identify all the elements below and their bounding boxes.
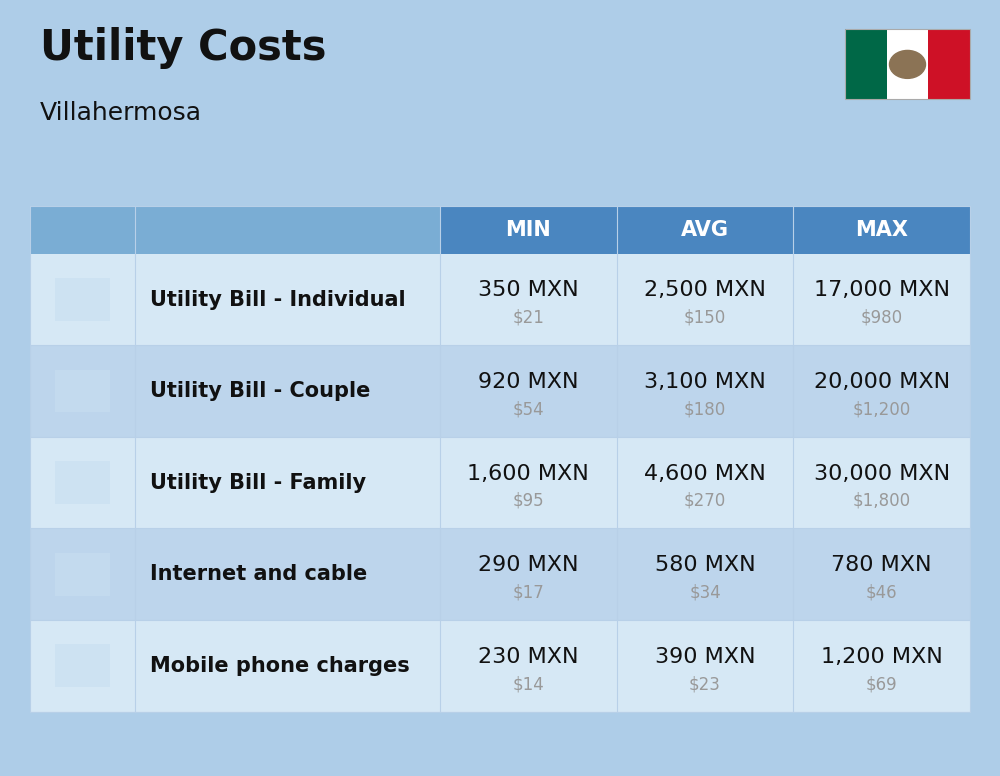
Text: $180: $180 bbox=[684, 400, 726, 418]
Bar bbox=[30, 620, 135, 712]
Text: 17,000 MXN: 17,000 MXN bbox=[814, 280, 950, 300]
Bar bbox=[63, 648, 101, 684]
Text: Utility Bill - Couple: Utility Bill - Couple bbox=[150, 381, 370, 401]
Text: $1,800: $1,800 bbox=[853, 492, 911, 510]
Bar bbox=[55, 369, 110, 413]
Bar bbox=[55, 644, 110, 688]
Bar bbox=[30, 254, 135, 345]
Text: Internet and cable: Internet and cable bbox=[150, 564, 367, 584]
Bar bbox=[135, 620, 440, 712]
Text: 3,100 MXN: 3,100 MXN bbox=[644, 372, 766, 392]
Text: $14: $14 bbox=[512, 675, 544, 693]
Text: Utility Bill - Individual: Utility Bill - Individual bbox=[150, 289, 406, 310]
Bar bbox=[135, 528, 440, 620]
Bar bbox=[845, 29, 970, 99]
Text: $23: $23 bbox=[689, 675, 721, 693]
Bar bbox=[63, 465, 101, 501]
Bar bbox=[617, 620, 793, 712]
Bar bbox=[30, 437, 135, 528]
Text: $1,200: $1,200 bbox=[853, 400, 911, 418]
Text: 390 MXN: 390 MXN bbox=[655, 646, 755, 667]
Text: 780 MXN: 780 MXN bbox=[831, 555, 932, 575]
Bar bbox=[30, 528, 135, 620]
Bar bbox=[135, 437, 440, 528]
Text: $270: $270 bbox=[684, 492, 726, 510]
Text: $17: $17 bbox=[512, 584, 544, 601]
Bar bbox=[55, 278, 110, 320]
Text: 290 MXN: 290 MXN bbox=[478, 555, 579, 575]
Bar bbox=[440, 254, 617, 345]
Bar bbox=[793, 528, 970, 620]
Text: $46: $46 bbox=[866, 584, 897, 601]
Text: 2,500 MXN: 2,500 MXN bbox=[644, 280, 766, 300]
Bar bbox=[440, 345, 617, 437]
Text: $150: $150 bbox=[684, 309, 726, 327]
Bar bbox=[440, 528, 617, 620]
Bar bbox=[440, 206, 617, 254]
Circle shape bbox=[890, 50, 926, 78]
Bar bbox=[617, 528, 793, 620]
Bar bbox=[793, 206, 970, 254]
Bar bbox=[30, 345, 135, 437]
Bar bbox=[30, 206, 135, 254]
Text: $980: $980 bbox=[861, 309, 903, 327]
Bar bbox=[63, 282, 101, 317]
Text: MIN: MIN bbox=[505, 220, 551, 240]
Text: $34: $34 bbox=[689, 584, 721, 601]
Bar bbox=[617, 254, 793, 345]
Bar bbox=[793, 620, 970, 712]
Bar bbox=[793, 345, 970, 437]
Bar bbox=[63, 373, 101, 409]
Text: 1,200 MXN: 1,200 MXN bbox=[821, 646, 943, 667]
Bar bbox=[793, 437, 970, 528]
Bar bbox=[55, 461, 110, 504]
Bar bbox=[617, 345, 793, 437]
Text: 20,000 MXN: 20,000 MXN bbox=[814, 372, 950, 392]
Bar bbox=[135, 206, 440, 254]
Text: $95: $95 bbox=[513, 492, 544, 510]
Text: 4,600 MXN: 4,600 MXN bbox=[644, 463, 766, 483]
Bar bbox=[617, 437, 793, 528]
Text: 230 MXN: 230 MXN bbox=[478, 646, 579, 667]
Text: AVG: AVG bbox=[681, 220, 729, 240]
Text: 580 MXN: 580 MXN bbox=[655, 555, 755, 575]
Text: 1,600 MXN: 1,600 MXN bbox=[467, 463, 589, 483]
Text: 920 MXN: 920 MXN bbox=[478, 372, 579, 392]
Bar bbox=[135, 345, 440, 437]
Text: $54: $54 bbox=[513, 400, 544, 418]
Bar bbox=[55, 553, 110, 596]
Bar bbox=[63, 556, 101, 592]
Bar bbox=[440, 437, 617, 528]
Text: $69: $69 bbox=[866, 675, 897, 693]
Text: 30,000 MXN: 30,000 MXN bbox=[814, 463, 950, 483]
Bar bbox=[617, 206, 793, 254]
Text: Utility Costs: Utility Costs bbox=[40, 27, 326, 69]
Text: Mobile phone charges: Mobile phone charges bbox=[150, 656, 410, 676]
Text: Villahermosa: Villahermosa bbox=[40, 101, 202, 125]
Text: MAX: MAX bbox=[855, 220, 908, 240]
Bar bbox=[135, 254, 440, 345]
Text: $21: $21 bbox=[512, 309, 544, 327]
Text: Utility Bill - Family: Utility Bill - Family bbox=[150, 473, 366, 493]
Bar bbox=[793, 254, 970, 345]
Bar bbox=[845, 29, 887, 99]
Bar bbox=[440, 620, 617, 712]
Bar bbox=[928, 29, 970, 99]
Bar bbox=[887, 29, 928, 99]
Text: 350 MXN: 350 MXN bbox=[478, 280, 579, 300]
